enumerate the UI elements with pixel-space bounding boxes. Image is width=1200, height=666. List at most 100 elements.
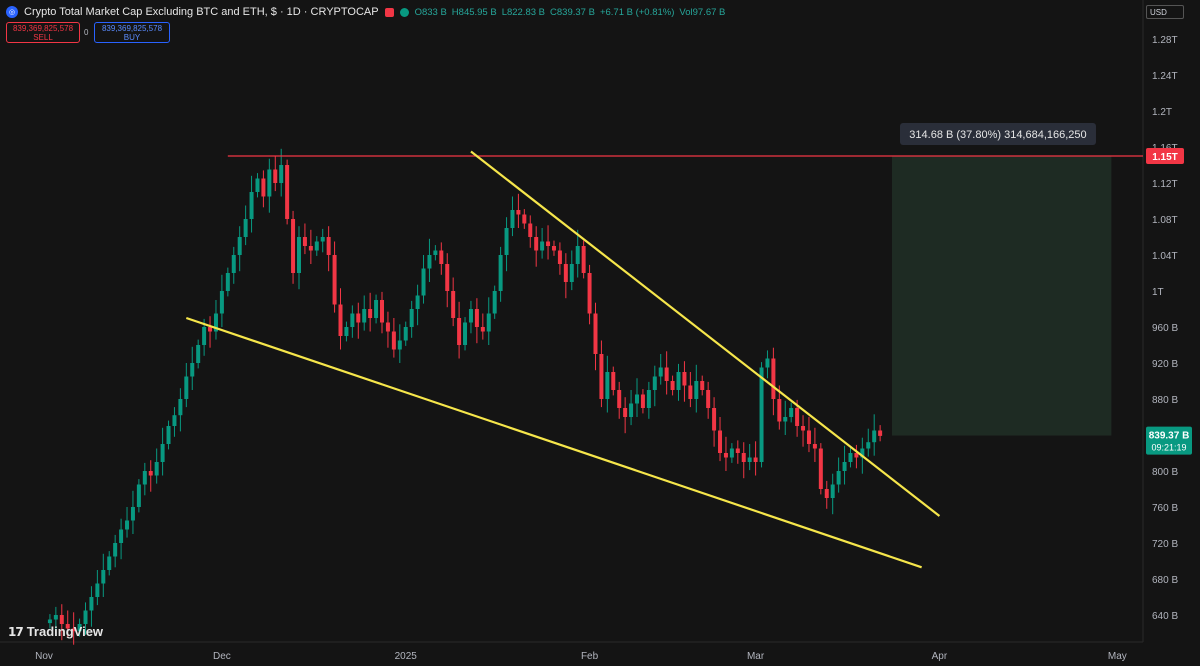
candle-body bbox=[249, 192, 254, 219]
candle-body bbox=[640, 394, 645, 408]
price-tick-label: 960 B bbox=[1152, 323, 1178, 334]
candle-body bbox=[273, 169, 278, 183]
market-status-icon bbox=[384, 7, 394, 17]
candle-body bbox=[296, 237, 301, 273]
candle-body bbox=[593, 313, 598, 354]
candle-body bbox=[267, 169, 272, 197]
candle-body bbox=[806, 430, 811, 444]
candle-body bbox=[777, 399, 782, 422]
drawing-layer[interactable] bbox=[185, 150, 1143, 569]
candle-body bbox=[160, 444, 165, 462]
measure-range-box[interactable] bbox=[891, 156, 1112, 436]
time-tick-label: 2025 bbox=[395, 651, 418, 662]
candle-body bbox=[385, 322, 390, 332]
candle-body bbox=[320, 237, 325, 242]
candle-body bbox=[629, 403, 634, 417]
candle-body bbox=[735, 448, 740, 453]
sell-price: 839,369,825,578 bbox=[12, 23, 74, 33]
candle-body bbox=[356, 313, 361, 323]
candle-body bbox=[397, 340, 402, 350]
measure-label-box bbox=[899, 123, 1096, 145]
candle-body bbox=[113, 543, 118, 557]
trend-line[interactable] bbox=[185, 316, 922, 569]
time-tick-label: Dec bbox=[213, 651, 231, 662]
candle-body bbox=[741, 453, 746, 462]
candle-body bbox=[753, 457, 758, 462]
candle-body bbox=[243, 219, 248, 237]
candle-body bbox=[747, 457, 752, 462]
candle-body bbox=[676, 372, 681, 390]
data-status-icon bbox=[399, 7, 409, 17]
ohlc-values: O833 B H845.95 B L822.83 B C839.37 B +6.… bbox=[415, 7, 726, 18]
candle-body bbox=[362, 309, 367, 323]
candle-body bbox=[83, 610, 88, 624]
price-tick-label: 720 B bbox=[1152, 539, 1178, 550]
candle-body bbox=[801, 426, 806, 431]
price-tick-label: 640 B bbox=[1152, 611, 1178, 622]
price-tick-label: 920 B bbox=[1152, 359, 1178, 370]
bar-countdown: 09:21:19 bbox=[1151, 443, 1186, 453]
candle-body bbox=[427, 255, 432, 269]
candle-body bbox=[848, 453, 853, 462]
axis-badges: 1.15T 839.37 B09:21:19 bbox=[1146, 148, 1192, 455]
candle-body bbox=[611, 372, 616, 390]
sell-button[interactable]: 839,369,825,578 SELL bbox=[6, 22, 80, 43]
current-price-badge bbox=[1146, 426, 1192, 455]
candle-body bbox=[196, 345, 201, 363]
candle-body bbox=[712, 408, 717, 431]
trend-line[interactable] bbox=[470, 150, 941, 517]
candle-body bbox=[231, 255, 236, 273]
spread-value: 0 bbox=[84, 28, 89, 37]
candle-body bbox=[314, 241, 319, 251]
close-value: C839.37 B bbox=[550, 6, 595, 18]
candle-body bbox=[824, 489, 829, 498]
currency-select[interactable]: USD bbox=[1146, 5, 1184, 19]
candlestick-series bbox=[47, 148, 883, 645]
candle-body bbox=[136, 484, 141, 507]
candle-body bbox=[154, 462, 159, 476]
candle-body bbox=[148, 471, 153, 476]
candle-body bbox=[599, 354, 604, 399]
candle-body bbox=[872, 430, 877, 443]
symbol-title[interactable]: Crypto Total Market Cap Excluding BTC an… bbox=[24, 6, 379, 18]
candle-body bbox=[812, 444, 817, 449]
candle-body bbox=[261, 178, 266, 197]
measure-tool[interactable]: 314.68 B (37.80%) 314,684,166,250 bbox=[891, 123, 1112, 436]
price-tick-label: 1.08T bbox=[1152, 215, 1178, 226]
candle-body bbox=[457, 318, 462, 345]
candle-body bbox=[451, 291, 456, 318]
buy-button[interactable]: 839,369,825,578 BUY bbox=[94, 22, 170, 43]
candle-body bbox=[818, 448, 823, 489]
candle-body bbox=[605, 372, 610, 399]
candle-body bbox=[409, 309, 414, 327]
candle-body bbox=[338, 304, 343, 336]
candle-body bbox=[89, 597, 94, 611]
candle-body bbox=[225, 273, 230, 291]
candle-body bbox=[190, 363, 195, 377]
candle-body bbox=[878, 430, 883, 436]
price-tick-label: 680 B bbox=[1152, 575, 1178, 586]
candle-body bbox=[842, 462, 847, 471]
buy-label: BUY bbox=[123, 32, 141, 42]
candle-body bbox=[308, 246, 313, 251]
chart-header: ◎ Crypto Total Market Cap Excluding BTC … bbox=[6, 3, 725, 21]
candle-body bbox=[130, 507, 135, 521]
candle-body bbox=[504, 228, 509, 255]
time-axis[interactable]: Nov Dec 2025 Feb Mar Apr May bbox=[35, 651, 1127, 662]
candle-body bbox=[587, 273, 592, 314]
candle-body bbox=[65, 624, 70, 629]
candle-body bbox=[255, 178, 260, 192]
candle-body bbox=[344, 327, 349, 336]
candle-body bbox=[771, 358, 776, 399]
candle-body bbox=[433, 250, 438, 255]
resistance-price-badge bbox=[1146, 148, 1184, 164]
candle-body bbox=[563, 264, 568, 282]
candle-body bbox=[706, 390, 711, 408]
candle-body bbox=[830, 484, 835, 498]
price-tick-label: 1.2T bbox=[1152, 107, 1172, 118]
candle-body bbox=[391, 331, 396, 350]
price-tick-label: 760 B bbox=[1152, 503, 1178, 514]
candle-body bbox=[700, 381, 705, 390]
candle-body bbox=[368, 309, 373, 318]
